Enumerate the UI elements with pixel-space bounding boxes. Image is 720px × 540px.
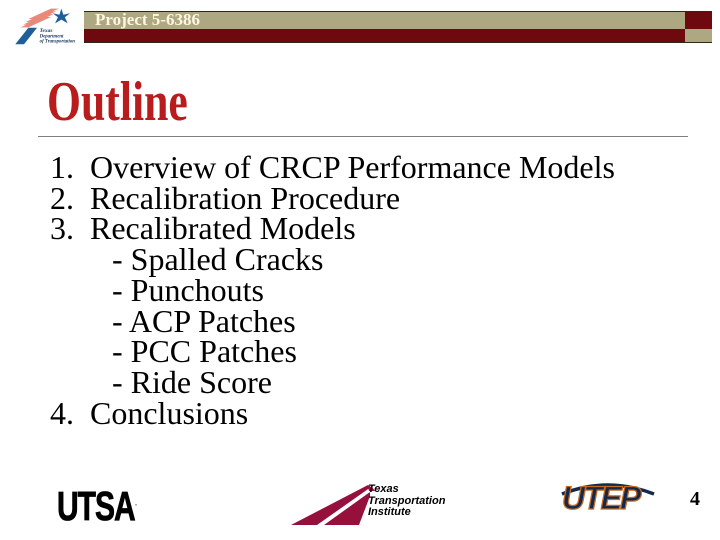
svg-text:Department: Department xyxy=(39,34,64,39)
svg-text:of Transportation: of Transportation xyxy=(40,40,76,45)
svg-text:Texas: Texas xyxy=(40,28,53,34)
